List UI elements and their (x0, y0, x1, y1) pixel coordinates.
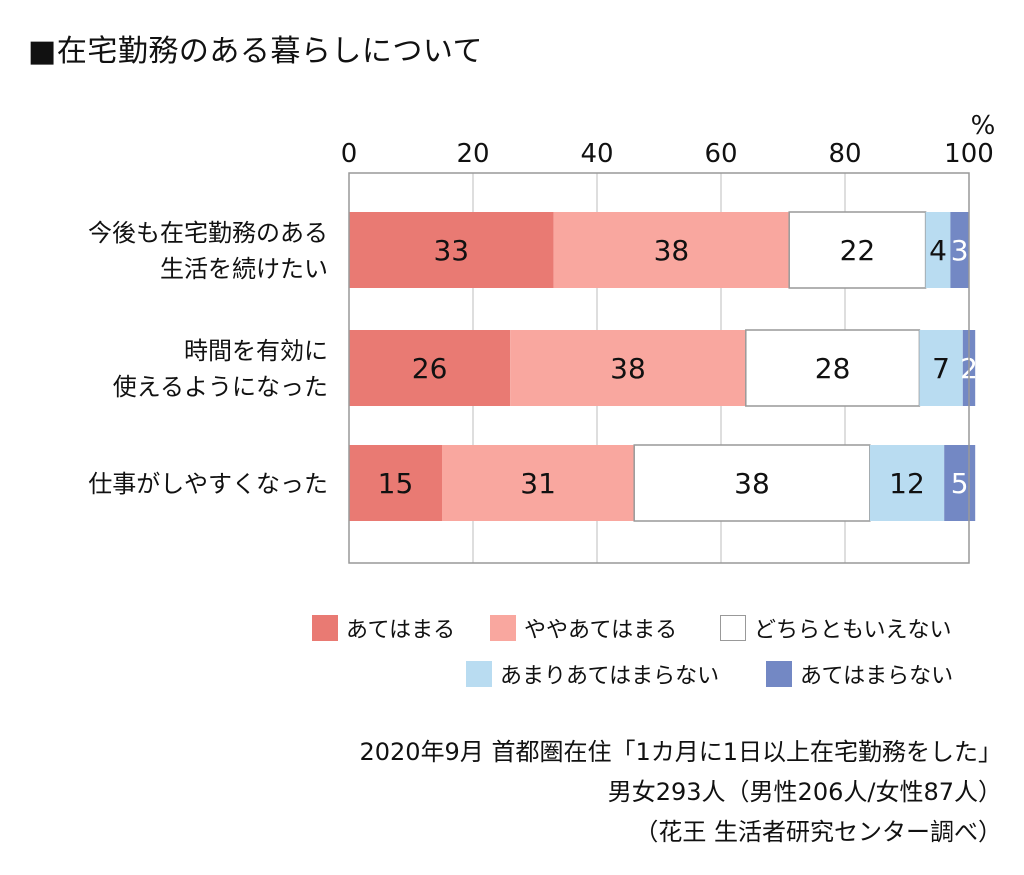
value-label: 4 (929, 234, 947, 267)
survey-note-2: （花王 生活者研究センター調べ） (634, 818, 1002, 846)
axis-unit-label: % (971, 111, 996, 141)
bar-segment (349, 212, 554, 288)
x-tick-label: 0 (341, 139, 358, 169)
x-tick-label: 60 (704, 139, 737, 169)
category-label: 今後も在宅勤務のある (88, 219, 328, 247)
category-label: 生活を続けたい (160, 255, 328, 283)
legend-label-1: ややあてはまる (524, 618, 678, 643)
category-label: 時間を有効に (184, 337, 328, 365)
bar-segment (633, 444, 871, 522)
value-label: 12 (889, 467, 925, 500)
bar-segment (442, 445, 635, 521)
bar-segment (925, 212, 951, 288)
bar-segment (944, 445, 976, 521)
bar-segment (349, 445, 442, 521)
legend-item-2: どちらともいえない (720, 612, 952, 644)
value-label: 3 (951, 234, 969, 267)
survey-note-0: 2020年9月 首都圏在住「1カ月に1日以上在宅勤務をした」 (359, 738, 1002, 766)
bar-segment (950, 212, 969, 288)
x-tick-label: 80 (828, 139, 861, 169)
category-label: 仕事がしやすくなった (88, 470, 328, 498)
legend-item-0: あてはまる (312, 612, 455, 644)
bar-segment (553, 212, 790, 288)
chart-title: ■在宅勤務のある暮らしについて (28, 34, 483, 69)
value-label: 33 (433, 234, 469, 267)
legend-swatch-3 (466, 661, 492, 687)
legend-swatch-4 (766, 661, 792, 687)
legend-item-4: あてはまらない (766, 658, 953, 690)
x-tick-label: 100 (944, 139, 994, 169)
x-tick-label: 20 (456, 139, 489, 169)
bar-layer (349, 211, 976, 522)
value-label: 38 (654, 234, 690, 267)
survey-note-1: 男女293人（男性206人/女性87人） (607, 778, 1002, 806)
value-label: 7 (932, 352, 950, 385)
bar-segment (869, 445, 945, 521)
legend-label-4: あてはまらない (800, 664, 954, 689)
legend-label-3: あまりあてはまらない (500, 664, 720, 689)
x-tick-label: 40 (580, 139, 613, 169)
legend-swatch-2 (720, 615, 746, 641)
legend-swatch-1 (490, 615, 516, 641)
bar-segment (745, 329, 921, 407)
value-label: 22 (840, 234, 876, 267)
legend-swatch-0 (312, 615, 338, 641)
plot-frame (348, 172, 970, 564)
value-label: 38 (610, 352, 646, 385)
value-label: 28 (815, 352, 851, 385)
value-label: 38 (734, 467, 770, 500)
legend-item-3: あまりあてはまらない (466, 658, 719, 690)
legend-label-0: あてはまる (346, 618, 456, 643)
legend-item-1: ややあてはまる (490, 612, 677, 644)
bar-segment (510, 330, 746, 406)
bar-segment (349, 330, 511, 406)
bar-segment (788, 211, 927, 289)
category-label: 使えるようになった (113, 373, 328, 401)
bar-segment (919, 330, 963, 406)
value-label: 5 (951, 467, 969, 500)
value-label: 26 (412, 352, 448, 385)
value-label: 15 (378, 467, 414, 500)
value-label: 31 (520, 467, 556, 500)
legend-label-2: どちらともいえない (754, 618, 952, 643)
